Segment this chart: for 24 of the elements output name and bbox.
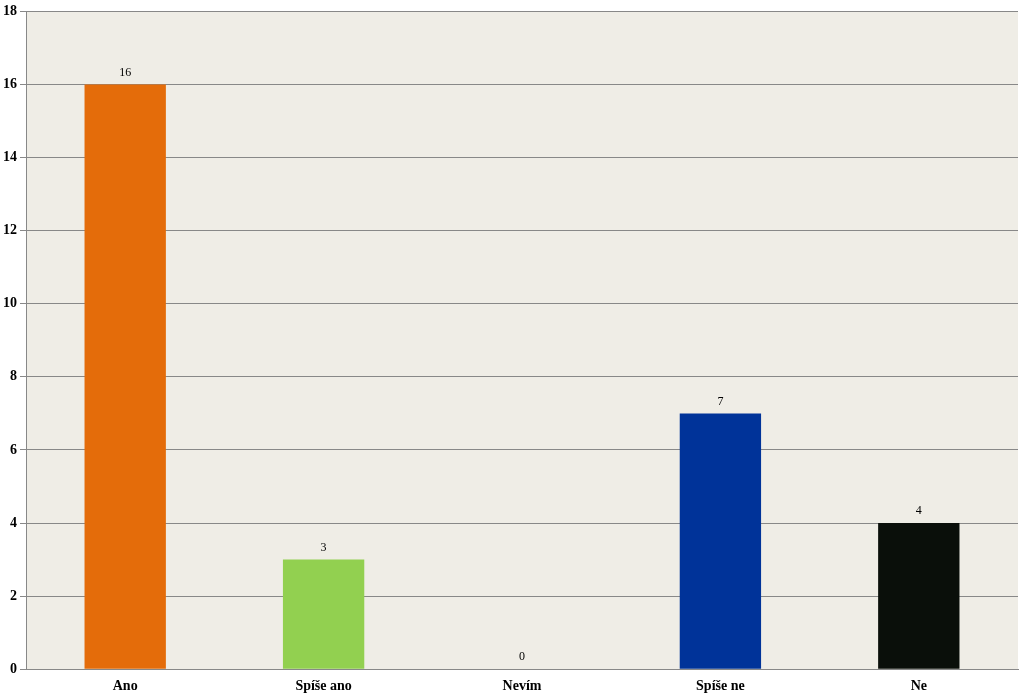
y-tick-label: 16	[3, 76, 17, 92]
y-tick-label: 14	[3, 149, 17, 165]
bar	[84, 84, 166, 669]
x-tick-label: Spíše ne	[696, 678, 745, 694]
x-tick-label: Ano	[112, 678, 138, 694]
x-tick-label: Spíše ano	[295, 678, 352, 694]
data-label: 16	[119, 64, 132, 79]
y-tick-label: 6	[10, 441, 17, 457]
data-label: 0	[519, 649, 525, 664]
data-label: 4	[915, 503, 922, 518]
y-tick-label: 4	[10, 514, 17, 530]
bar	[878, 523, 960, 669]
bar	[282, 559, 365, 669]
y-tick-label: 12	[3, 222, 17, 238]
y-tick-label: 8	[10, 368, 17, 384]
y-tick-label: 0	[10, 660, 17, 676]
y-tick-label: 10	[3, 295, 17, 311]
data-label: 7	[717, 393, 724, 408]
x-tick-label: Nevím	[502, 678, 542, 694]
y-tick-label: 18	[3, 3, 17, 19]
data-label: 3	[320, 539, 327, 554]
y-tick-label: 2	[10, 587, 17, 603]
x-tick-label: Ne	[910, 678, 927, 694]
bar	[679, 413, 762, 669]
